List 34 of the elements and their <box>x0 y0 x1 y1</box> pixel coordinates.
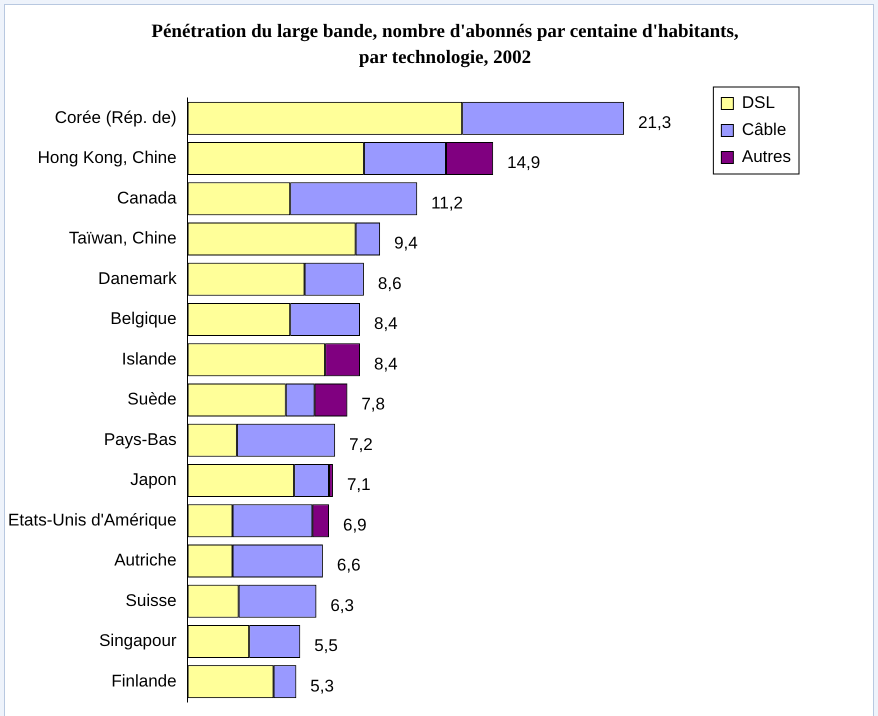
annotation: 8,4 <box>374 354 398 374</box>
annotation: 14,9 <box>507 153 540 172</box>
y-tick-label: Hong Kong, Chine <box>38 148 177 168</box>
annotation: 5,5 <box>314 636 338 656</box>
y-tick-label: Corée (Rép. de) <box>54 108 177 128</box>
legend-label: Autres <box>742 147 792 166</box>
legend-label: DSL <box>742 93 775 112</box>
y-tick-label: Taïwan, Chine <box>68 228 177 248</box>
y-tick-label: Suède <box>127 390 177 409</box>
legend-label: Câble <box>742 120 786 140</box>
y-tick-label: Pays-Bas <box>104 430 177 449</box>
y-tick-label: Danemark <box>98 268 178 288</box>
y-tick-label: Islande <box>122 349 177 368</box>
annotation: 21,3 <box>638 113 672 132</box>
annotation: 7,1 <box>346 475 371 494</box>
annotation: 5,3 <box>310 676 334 696</box>
annotation: 8,4 <box>374 314 398 334</box>
y-tick-label: Finlande <box>111 671 177 690</box>
y-tick-label: Canada <box>117 188 178 208</box>
annotation: 9,4 <box>394 234 418 253</box>
y-tick-label: Japon <box>130 470 177 490</box>
annotation: 11,2 <box>431 193 464 212</box>
y-tick-label: Belgique <box>110 309 177 328</box>
annotation: 6,6 <box>336 556 361 575</box>
annotation: 6,9 <box>343 515 367 534</box>
annotation: 7,2 <box>349 434 373 454</box>
annotation: 6,3 <box>330 596 354 615</box>
annotation: 8,6 <box>378 274 402 293</box>
y-tick-label: Autriche <box>114 550 177 570</box>
y-tick-label: Etats-Unis d'Amérique <box>8 510 177 530</box>
chart-title: Pénétration du large bande, nombre d'abonnés par centaine d'habitants, par technologie, 2002 <box>150 20 740 70</box>
y-tick-label: Suisse <box>126 590 177 610</box>
y-tick-label: Singapour <box>99 631 177 650</box>
annotation: 7,8 <box>361 394 385 414</box>
